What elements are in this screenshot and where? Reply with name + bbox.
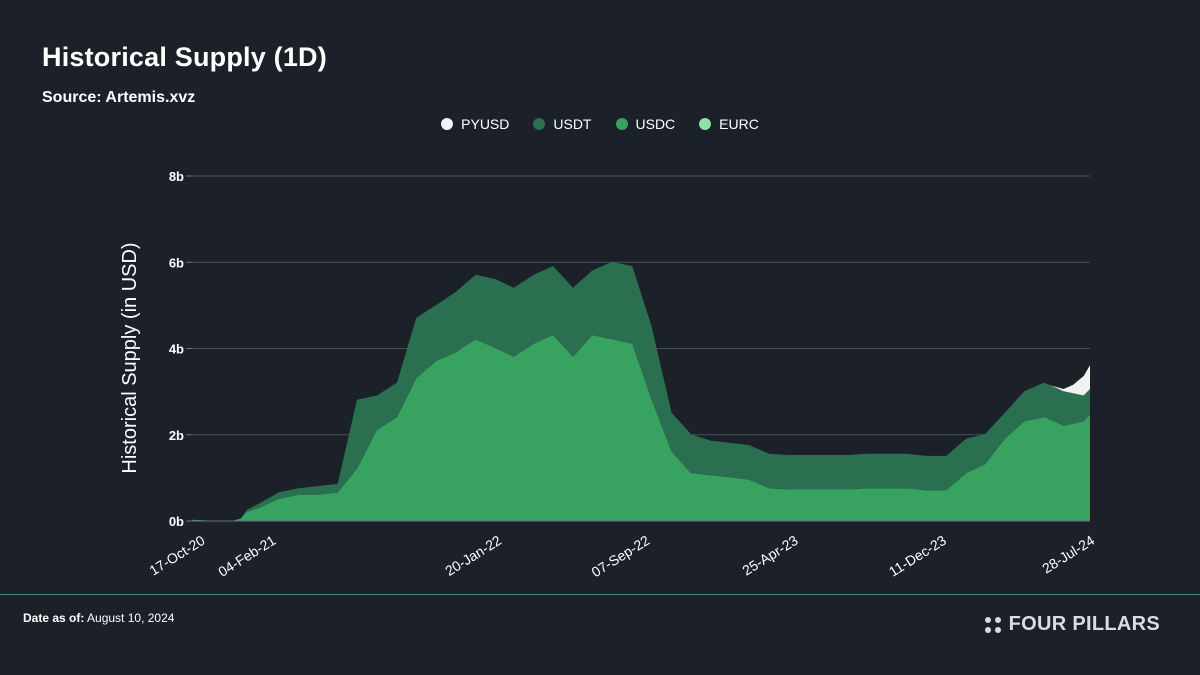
stacked-areas — [192, 261, 1090, 521]
x-tick-label: 07-Sep-22 — [588, 532, 652, 580]
area-usdc[interactable] — [192, 335, 1090, 521]
legend-label-eurc: EURC — [719, 116, 759, 132]
brand-name: FOUR PILLARS — [1008, 613, 1160, 635]
x-tick-label: 04-Feb-21 — [215, 532, 278, 580]
x-tick-label: 11-Dec-23 — [886, 532, 949, 580]
four-dots-icon — [984, 616, 1001, 633]
date-label: Date as of: — [23, 611, 85, 625]
legend-label-usdc: USDC — [635, 116, 676, 132]
x-tick-label: 20-Jan-22 — [442, 532, 504, 579]
area-usdt[interactable] — [192, 261, 1090, 521]
source-label: Source: Artemis.xvz — [42, 89, 196, 106]
y-axis-label: Historical Supply (in USD) — [119, 242, 141, 473]
legend-swatch-usdc — [615, 118, 628, 130]
y-tick-label: 6b — [169, 255, 184, 270]
legend-swatch-pyusd — [441, 118, 454, 130]
legend-item-pyusd[interactable]: PYUSD — [441, 116, 509, 132]
y-tick-label: 4b — [169, 342, 184, 357]
x-tick-label: 17-Oct-20 — [146, 532, 207, 579]
date-value: August 10, 2024 — [87, 611, 175, 625]
date-as-of: Date as of: August 10, 2024 — [23, 611, 174, 625]
y-tick-label: 8b — [169, 169, 184, 184]
legend-item-usdt[interactable]: USDT — [533, 116, 592, 132]
legend-label-usdt: USDT — [553, 116, 592, 132]
legend-swatch-eurc — [699, 118, 712, 130]
y-tick-label: 0b — [169, 514, 184, 529]
y-tick-label: 2b — [169, 428, 184, 443]
brand-logo: FOUR PILLARS — [984, 613, 1160, 636]
chart-legend: PYUSD USDT USDC EURC — [0, 116, 1200, 132]
page-title: Historical Supply (1D) — [42, 42, 327, 72]
legend-label-pyusd: PYUSD — [461, 116, 510, 132]
legend-item-eurc[interactable]: EURC — [699, 116, 759, 132]
x-tick-label: 25-Apr-23 — [739, 532, 800, 579]
supply-area-chart: 0b 2b 4b 6b 8b 17-Oct-20 04-Feb-21 20-Jan-22 07-… — [119, 169, 1097, 580]
footer-divider — [0, 594, 1200, 595]
legend-swatch-usdt — [533, 118, 546, 130]
legend-item-usdc[interactable]: USDC — [615, 116, 676, 132]
x-tick-label: 28-Jul-24 — [1039, 532, 1097, 577]
